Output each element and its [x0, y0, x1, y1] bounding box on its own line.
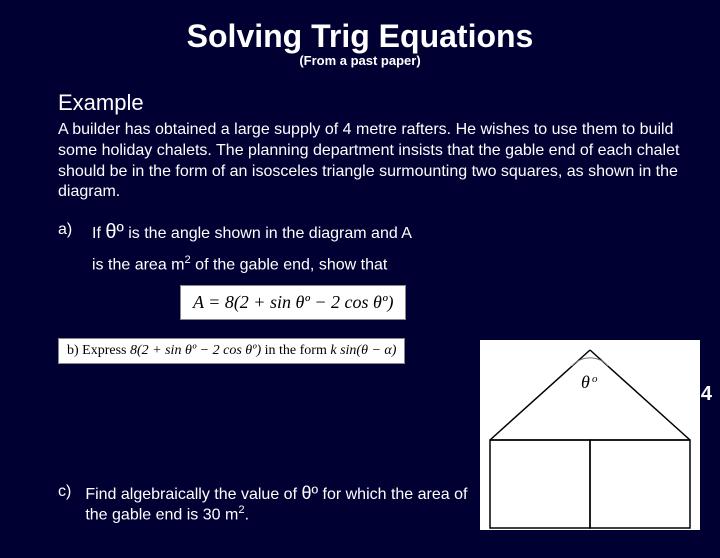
part-a-l1-pre: If	[92, 225, 105, 242]
part-b-form: k sin(θ − α)	[330, 343, 396, 358]
angle-arc	[572, 358, 608, 366]
part-a: a) If θº is the angle shown in the diagr…	[58, 221, 720, 274]
intro-text: A builder has obtained a large supply of…	[58, 120, 700, 203]
part-c-theta: θº	[301, 483, 318, 503]
part-a-label: a)	[58, 221, 78, 274]
equation-a-image: A = 8(2 + sin θº − 2 cos θº)	[180, 285, 406, 320]
part-a-l2-post: of the gable end, show that	[191, 257, 388, 274]
page-subtitle: (From a past paper)	[0, 53, 720, 68]
part-c-pre: Find algebraically the value of	[85, 486, 301, 503]
part-b-label: b) Express	[67, 343, 130, 358]
part-a-l2-pre: is the area m	[92, 257, 184, 274]
page-title: Solving Trig Equations	[0, 18, 720, 55]
part-b-expr: 8(2 + sin θº − 2 cos θº)	[130, 343, 261, 358]
part-c-post: .	[245, 506, 249, 523]
rafter-label-right: 4	[701, 383, 712, 406]
square-left	[490, 440, 590, 528]
example-heading: Example	[58, 90, 720, 116]
angle-label-deg: o	[592, 373, 598, 385]
part-b-mid: in the form	[265, 343, 331, 358]
part-a-l1-post: is the angle shown in the diagram and A	[124, 225, 412, 242]
part-a-body: If θº is the angle shown in the diagram …	[92, 221, 412, 274]
part-c-body: Find algebraically the value of θº for w…	[85, 483, 478, 524]
gable-diagram: θ o	[480, 340, 700, 530]
part-c-label: c)	[58, 483, 71, 524]
theta-symbol: θº	[105, 221, 123, 243]
part-c: c) Find algebraically the value of θº fo…	[58, 483, 478, 524]
square-right	[590, 440, 690, 528]
part-b-image: b) Express 8(2 + sin θº − 2 cos θº) in t…	[58, 338, 405, 364]
angle-label: θ	[581, 372, 590, 392]
gable-svg: θ o	[480, 340, 700, 530]
